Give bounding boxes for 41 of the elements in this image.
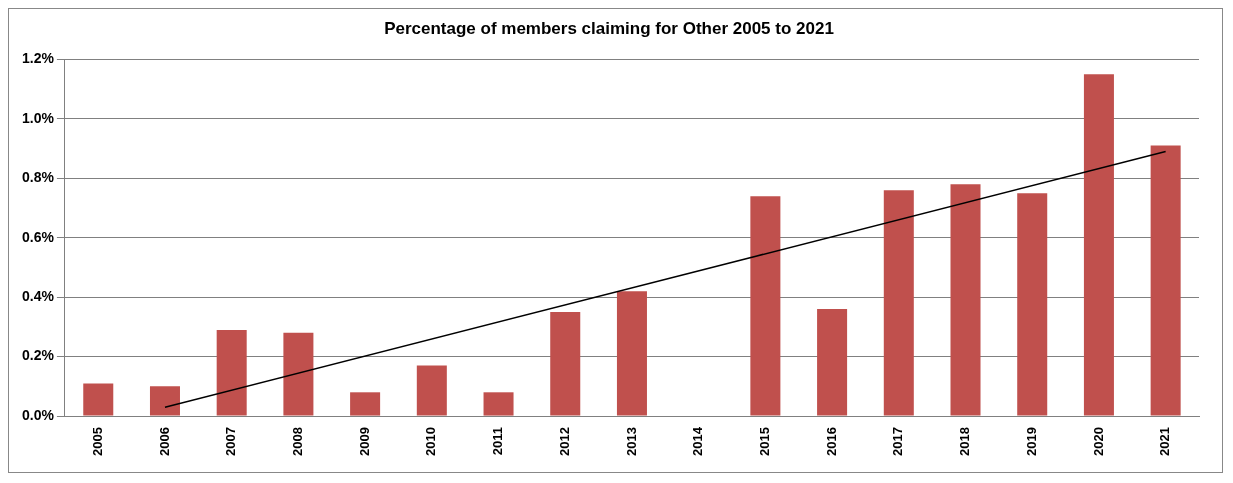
y-tick-label: 1.0% bbox=[21, 109, 55, 126]
bar bbox=[616, 291, 647, 416]
x-tick-label: 2010 bbox=[423, 427, 439, 456]
y-tick-label: 0.0% bbox=[21, 406, 55, 423]
bar bbox=[750, 196, 781, 416]
chart-title: Percentage of members claiming for Other 2005 to 2021 bbox=[384, 18, 834, 38]
x-tick-label: 2009 bbox=[356, 427, 372, 456]
y-tick-label: 1.2% bbox=[21, 50, 55, 67]
bar bbox=[1083, 74, 1114, 416]
x-tick-label: 2015 bbox=[756, 427, 772, 456]
bar bbox=[283, 332, 314, 416]
x-tick-label: 2021 bbox=[1157, 427, 1173, 456]
bar bbox=[483, 392, 514, 416]
x-tick-label: 2011 bbox=[490, 427, 506, 456]
x-tick-label: 2018 bbox=[957, 427, 973, 456]
y-tick-label: 0.8% bbox=[21, 169, 55, 186]
x-tick-label: 2006 bbox=[156, 427, 172, 456]
x-tick-label: 2013 bbox=[623, 427, 639, 456]
bar bbox=[416, 365, 447, 416]
x-tick-label: 2019 bbox=[1023, 427, 1039, 456]
y-tick-label: 0.2% bbox=[21, 347, 55, 364]
x-tick-label: 2005 bbox=[89, 427, 105, 456]
x-tick-label: 2020 bbox=[1090, 427, 1106, 456]
y-tick-label: 0.4% bbox=[21, 288, 55, 305]
bar bbox=[550, 312, 581, 416]
x-tick-label: 2008 bbox=[289, 427, 305, 456]
bar bbox=[149, 386, 180, 416]
bar bbox=[883, 190, 914, 416]
x-tick-label: 2017 bbox=[890, 427, 906, 456]
x-tick-label: 2016 bbox=[823, 427, 839, 456]
x-tick-label: 2014 bbox=[690, 426, 706, 456]
bar bbox=[1017, 193, 1048, 416]
bar bbox=[950, 184, 981, 416]
x-tick-label: 2012 bbox=[556, 427, 572, 456]
bar bbox=[350, 392, 381, 416]
y-tick-label: 0.6% bbox=[21, 228, 55, 245]
bar bbox=[83, 383, 114, 416]
x-tick-label: 2007 bbox=[223, 427, 239, 456]
bar bbox=[1150, 145, 1181, 416]
bar bbox=[817, 309, 848, 416]
bar bbox=[216, 329, 247, 416]
